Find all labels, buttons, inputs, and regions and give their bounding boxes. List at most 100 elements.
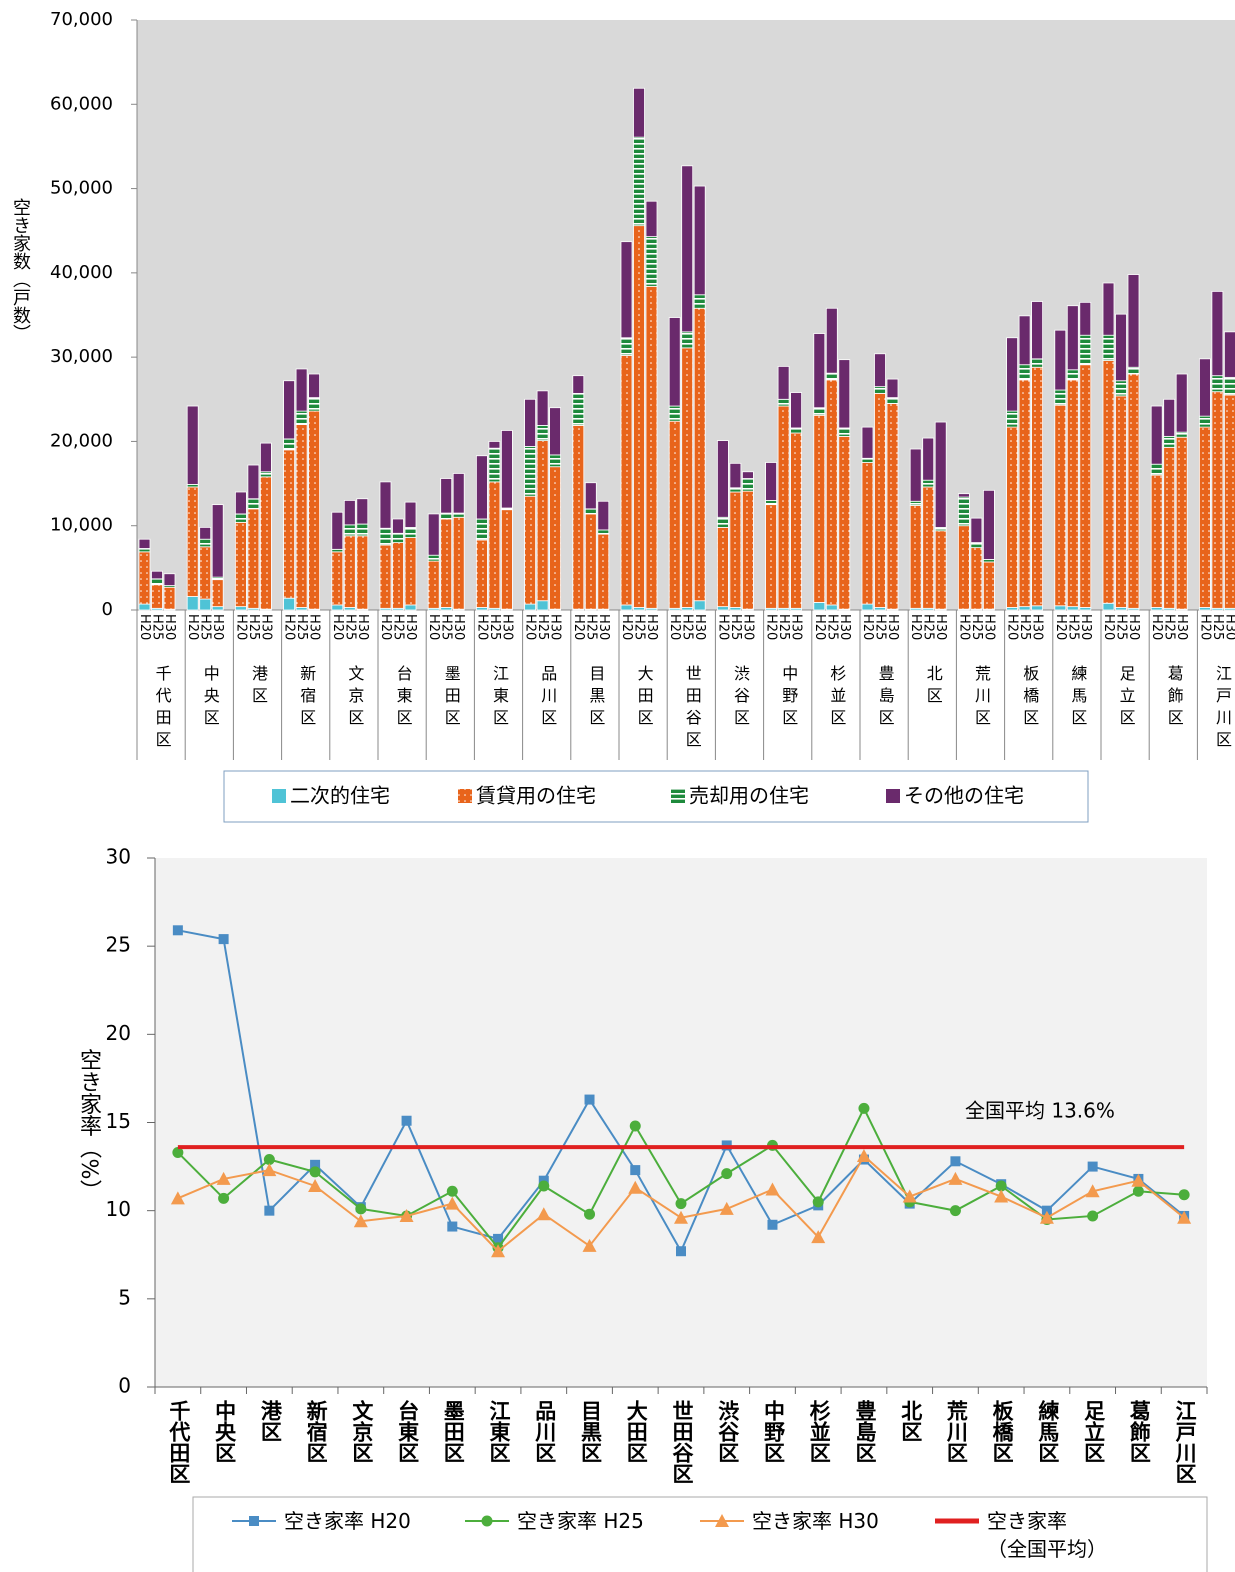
x-tick-label: H20 xyxy=(378,614,393,640)
marker xyxy=(994,1189,1009,1203)
x-tick-label: H25 xyxy=(246,614,261,640)
bar-segment xyxy=(1127,366,1140,375)
bar-segment xyxy=(186,596,199,611)
bar-segment xyxy=(1199,426,1211,608)
bar-segment xyxy=(356,523,369,537)
marker xyxy=(950,1156,961,1167)
bar-segment xyxy=(488,441,501,449)
bar-segment xyxy=(138,548,151,553)
x-tick-label: H25 xyxy=(198,614,213,640)
bar-segment xyxy=(500,430,513,509)
bar-segment xyxy=(633,136,645,227)
bar-segment xyxy=(1006,426,1018,608)
y-tick-label: 20 xyxy=(106,1021,131,1045)
x-tick-label: 大田区 xyxy=(624,1400,648,1463)
x-tick-label: 台東区 xyxy=(396,1399,420,1463)
bar-segment xyxy=(1054,329,1067,391)
bar-segment xyxy=(404,527,417,538)
marker xyxy=(355,1203,367,1215)
bar-segment xyxy=(1079,364,1092,608)
bar-segment xyxy=(693,185,706,296)
bar-segment xyxy=(1066,379,1079,608)
x-tick-label: 世田谷区 xyxy=(670,1400,694,1484)
x-tick-label: H20 xyxy=(282,614,297,640)
bar-segment xyxy=(693,600,706,611)
x-tick-label: H25 xyxy=(1065,614,1080,640)
bar-segment xyxy=(404,537,417,606)
x-tick-label: H30 xyxy=(1030,614,1045,640)
bar-segment xyxy=(572,375,585,394)
bar-segment xyxy=(620,604,633,611)
bar-segment xyxy=(838,435,851,610)
bar-segment xyxy=(1211,391,1224,609)
bar-segment xyxy=(1006,410,1018,428)
bar-segment xyxy=(597,529,610,535)
legend-label: 空き家率 H20 xyxy=(284,1509,411,1533)
bar-segment xyxy=(825,604,838,611)
bar-segment xyxy=(211,606,224,611)
x-tick-label: H25 xyxy=(873,614,888,640)
bar-segment xyxy=(934,530,947,610)
x-tick-label: H20 xyxy=(1053,614,1068,640)
x-tick-label: H30 xyxy=(981,614,996,640)
bar-segment xyxy=(356,535,369,610)
bar-segment xyxy=(825,379,838,606)
bar-segment xyxy=(1211,290,1224,377)
marker xyxy=(399,1208,414,1222)
x-group-label: 大田区 xyxy=(635,665,654,731)
marker xyxy=(721,1168,733,1180)
bar-segment xyxy=(234,513,247,523)
x-tick-label: H30 xyxy=(1174,614,1189,640)
x-tick-label: H30 xyxy=(307,614,322,640)
marker xyxy=(447,1221,458,1232)
bar-segment xyxy=(958,525,970,610)
bar-segment xyxy=(295,424,308,608)
bar-segment xyxy=(259,442,272,473)
x-tick-label: H30 xyxy=(644,614,659,640)
bar-segment xyxy=(909,505,922,609)
x-tick-label: 杉並区 xyxy=(807,1399,831,1463)
x-tick-label: H30 xyxy=(837,614,852,640)
x-tick-label: H30 xyxy=(740,614,755,640)
bar-segment xyxy=(1163,398,1176,437)
bar-segment xyxy=(790,392,802,429)
marker xyxy=(1085,1184,1100,1198)
x-tick-label: H25 xyxy=(342,614,357,640)
bar-segment xyxy=(1066,369,1079,381)
bar-segment xyxy=(1079,301,1092,336)
x-tick-label: 板橋区 xyxy=(990,1400,1014,1463)
bar-segment xyxy=(452,516,465,610)
x-tick-label: H25 xyxy=(1162,614,1177,640)
bar-segment xyxy=(1066,606,1079,611)
marker xyxy=(675,1198,687,1210)
bar-segment xyxy=(234,606,247,611)
bar-segment xyxy=(138,603,151,611)
bar-segment xyxy=(922,486,935,609)
bar-segment xyxy=(1054,389,1067,406)
bar-segment xyxy=(681,347,694,608)
x-tick-label: H30 xyxy=(885,614,900,640)
x-tick-label: H25 xyxy=(1210,614,1225,640)
x-tick-label: H25 xyxy=(294,614,309,640)
bar-segment xyxy=(1006,337,1018,412)
x-tick-label: H20 xyxy=(1101,614,1116,640)
marker xyxy=(249,1516,259,1526)
x-group-label: 葛飾区 xyxy=(1165,665,1184,731)
plot-area xyxy=(155,858,1207,1387)
bar-segment xyxy=(813,414,826,603)
bar-segment xyxy=(1115,380,1127,397)
legend-label: 空き家率 H30 xyxy=(752,1509,879,1533)
bar-segment xyxy=(536,425,549,441)
x-tick-label: 豊島区 xyxy=(853,1399,877,1463)
x-tick-label: H20 xyxy=(426,614,441,640)
x-tick-label: H20 xyxy=(474,614,489,640)
bar-segment xyxy=(838,359,851,429)
x-tick-label: H20 xyxy=(233,614,248,640)
x-tick-label: 目黒区 xyxy=(579,1400,603,1463)
bar-segment xyxy=(645,285,658,609)
bar-segment xyxy=(874,353,886,388)
x-tick-label: H20 xyxy=(619,614,634,640)
bar-segment xyxy=(1031,366,1043,607)
